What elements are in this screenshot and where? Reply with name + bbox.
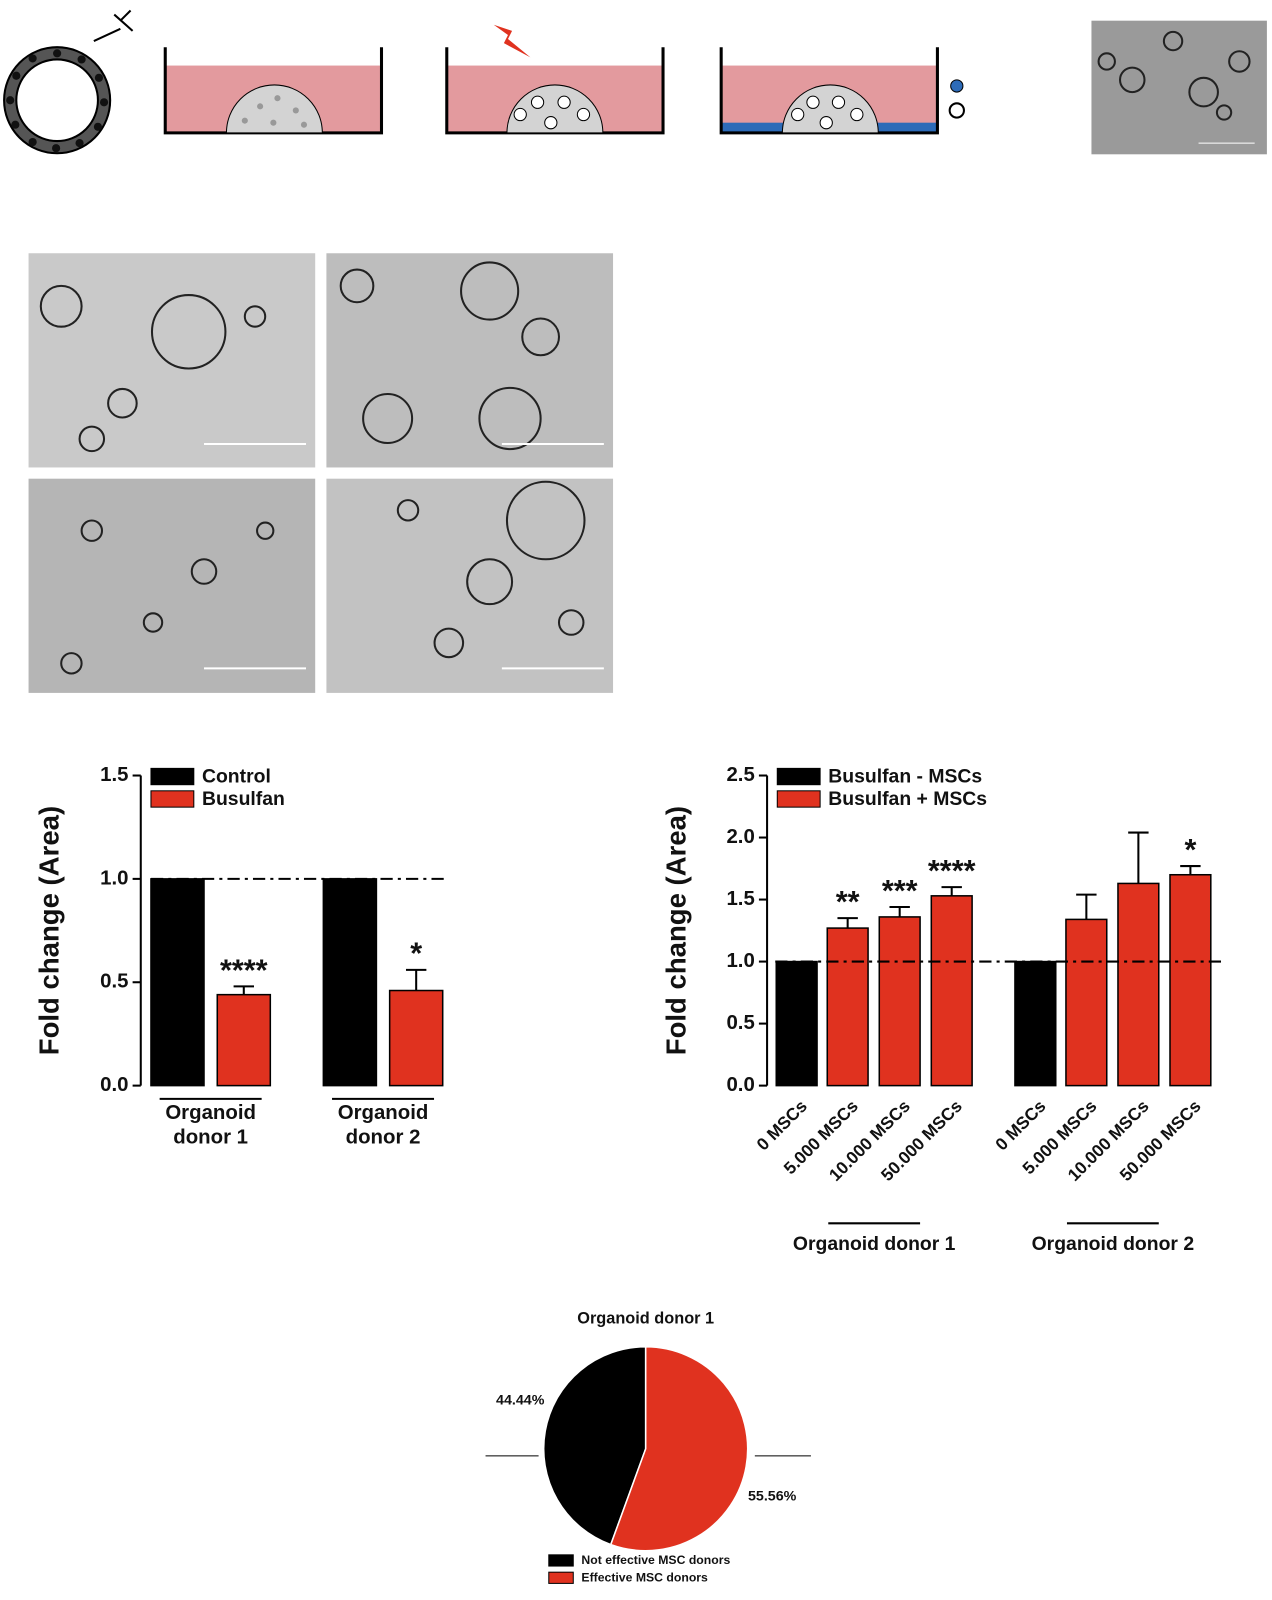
y-tick-label: 2.0 <box>726 826 754 848</box>
y-tick-label: 1.5 <box>100 764 128 786</box>
significance-label: * <box>1184 833 1196 867</box>
group-label: Organoid donor 2 <box>1032 1233 1195 1255</box>
bar <box>322 878 378 1087</box>
legend-swatch <box>150 790 195 808</box>
legend-label: Control <box>202 766 271 788</box>
micrographs <box>28 253 614 693</box>
bar <box>150 878 205 1087</box>
significance-label: * <box>410 937 422 971</box>
bar <box>1117 882 1160 1087</box>
error-bar <box>405 968 427 991</box>
legend-label: Effective MSC donors <box>581 1571 708 1585</box>
bar <box>1065 918 1108 1087</box>
legend-label: Busulfan <box>202 788 285 810</box>
pie-value-label: 44.44% <box>496 1393 545 1409</box>
group-label: Organoid donor 1 <box>793 1233 956 1255</box>
significance-label: **** <box>928 854 976 888</box>
error-bar <box>889 905 910 917</box>
bar <box>826 927 869 1087</box>
bar <box>1169 873 1212 1087</box>
bar <box>388 989 444 1087</box>
y-tick-label: 0.5 <box>726 1012 754 1034</box>
y-tick-label: 1.0 <box>100 867 128 889</box>
significance-label: **** <box>220 953 268 987</box>
legend-swatch <box>150 767 195 786</box>
pie-slice <box>609 1345 749 1552</box>
y-tick-label: 2.5 <box>726 764 754 786</box>
y-tick-label: 0.0 <box>726 1074 754 1096</box>
x-tick-label: Organoid donor 1 <box>165 1103 256 1149</box>
significance-label: *** <box>882 874 918 908</box>
bar <box>930 895 973 1087</box>
legend-label: Busulfan + MSCs <box>828 788 987 810</box>
pie-value-label: 55.56% <box>748 1488 797 1504</box>
bar <box>216 993 272 1087</box>
error-bar <box>233 985 254 995</box>
x-tick-label: Organoid donor 2 <box>338 1103 429 1149</box>
y-axis-label: Fold change (Area) <box>661 806 692 1055</box>
legend-swatch <box>548 1571 574 1584</box>
legend-swatch <box>776 767 821 786</box>
significance-label: ** <box>836 885 860 919</box>
legend-swatch <box>776 790 821 808</box>
legend-swatch <box>548 1554 574 1567</box>
error-bar <box>1076 893 1097 920</box>
error-bar <box>1128 831 1149 884</box>
y-tick-label: 0.5 <box>100 971 128 993</box>
legend-label: Not effective MSC donors <box>581 1553 730 1567</box>
legend-label: Busulfan - MSCs <box>828 766 982 788</box>
y-tick-label: 1.0 <box>726 950 754 972</box>
y-axis-label: Fold change (Area) <box>33 806 64 1055</box>
error-bar <box>941 886 962 896</box>
pie-slice <box>542 1345 647 1546</box>
bar <box>878 916 921 1087</box>
bar <box>1014 960 1057 1087</box>
bar <box>775 960 818 1087</box>
y-tick-label: 1.5 <box>726 888 754 910</box>
y-tick-label: 0.0 <box>100 1074 128 1096</box>
pie-title: Organoid donor 1 <box>577 1310 714 1328</box>
error-bar <box>837 917 858 929</box>
schematic <box>3 9 1267 155</box>
error-bar <box>1180 865 1201 875</box>
